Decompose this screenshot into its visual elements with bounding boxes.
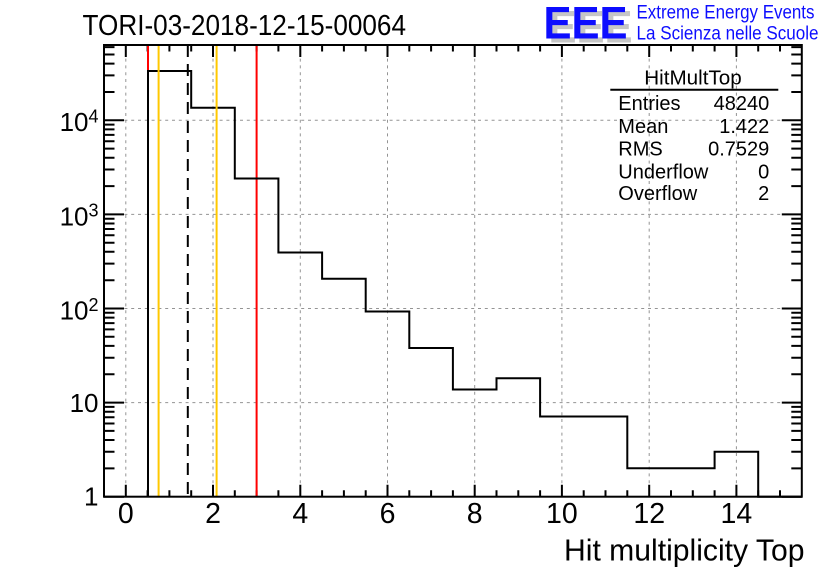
svg-text:1: 1 bbox=[84, 481, 98, 511]
svg-text:Overflow: Overflow bbox=[618, 183, 697, 205]
svg-text:0: 0 bbox=[758, 161, 769, 183]
svg-text:Hit multiplicity Top: Hit multiplicity Top bbox=[564, 533, 805, 567]
svg-text:8: 8 bbox=[467, 498, 483, 530]
svg-text:0: 0 bbox=[118, 498, 134, 530]
svg-text:10: 10 bbox=[546, 498, 578, 530]
svg-text:4: 4 bbox=[292, 498, 308, 530]
svg-text:EEE: EEE bbox=[549, 1, 633, 52]
svg-text:10: 10 bbox=[70, 388, 99, 418]
svg-text:TORI-03-2018-12-15-00064: TORI-03-2018-12-15-00064 bbox=[83, 10, 407, 42]
svg-text:2: 2 bbox=[758, 183, 769, 205]
svg-text:48240: 48240 bbox=[714, 93, 770, 115]
svg-text:14: 14 bbox=[721, 498, 753, 530]
svg-text:0.7529: 0.7529 bbox=[708, 139, 769, 161]
svg-text:EEE: EEE bbox=[544, 0, 628, 48]
svg-text:RMS: RMS bbox=[618, 139, 662, 161]
svg-text:12: 12 bbox=[633, 498, 665, 530]
svg-text:La Scienza nelle Scuole: La Scienza nelle Scuole bbox=[637, 24, 819, 45]
svg-text:6: 6 bbox=[380, 498, 396, 530]
svg-text:Underflow: Underflow bbox=[618, 161, 709, 183]
svg-text:HitMultTop: HitMultTop bbox=[644, 68, 742, 90]
svg-text:Entries: Entries bbox=[618, 93, 680, 115]
svg-text:Mean: Mean bbox=[618, 116, 668, 138]
svg-text:1.422: 1.422 bbox=[719, 116, 769, 138]
svg-text:Extreme Energy Events: Extreme Energy Events bbox=[637, 3, 815, 24]
svg-text:2: 2 bbox=[205, 498, 221, 530]
